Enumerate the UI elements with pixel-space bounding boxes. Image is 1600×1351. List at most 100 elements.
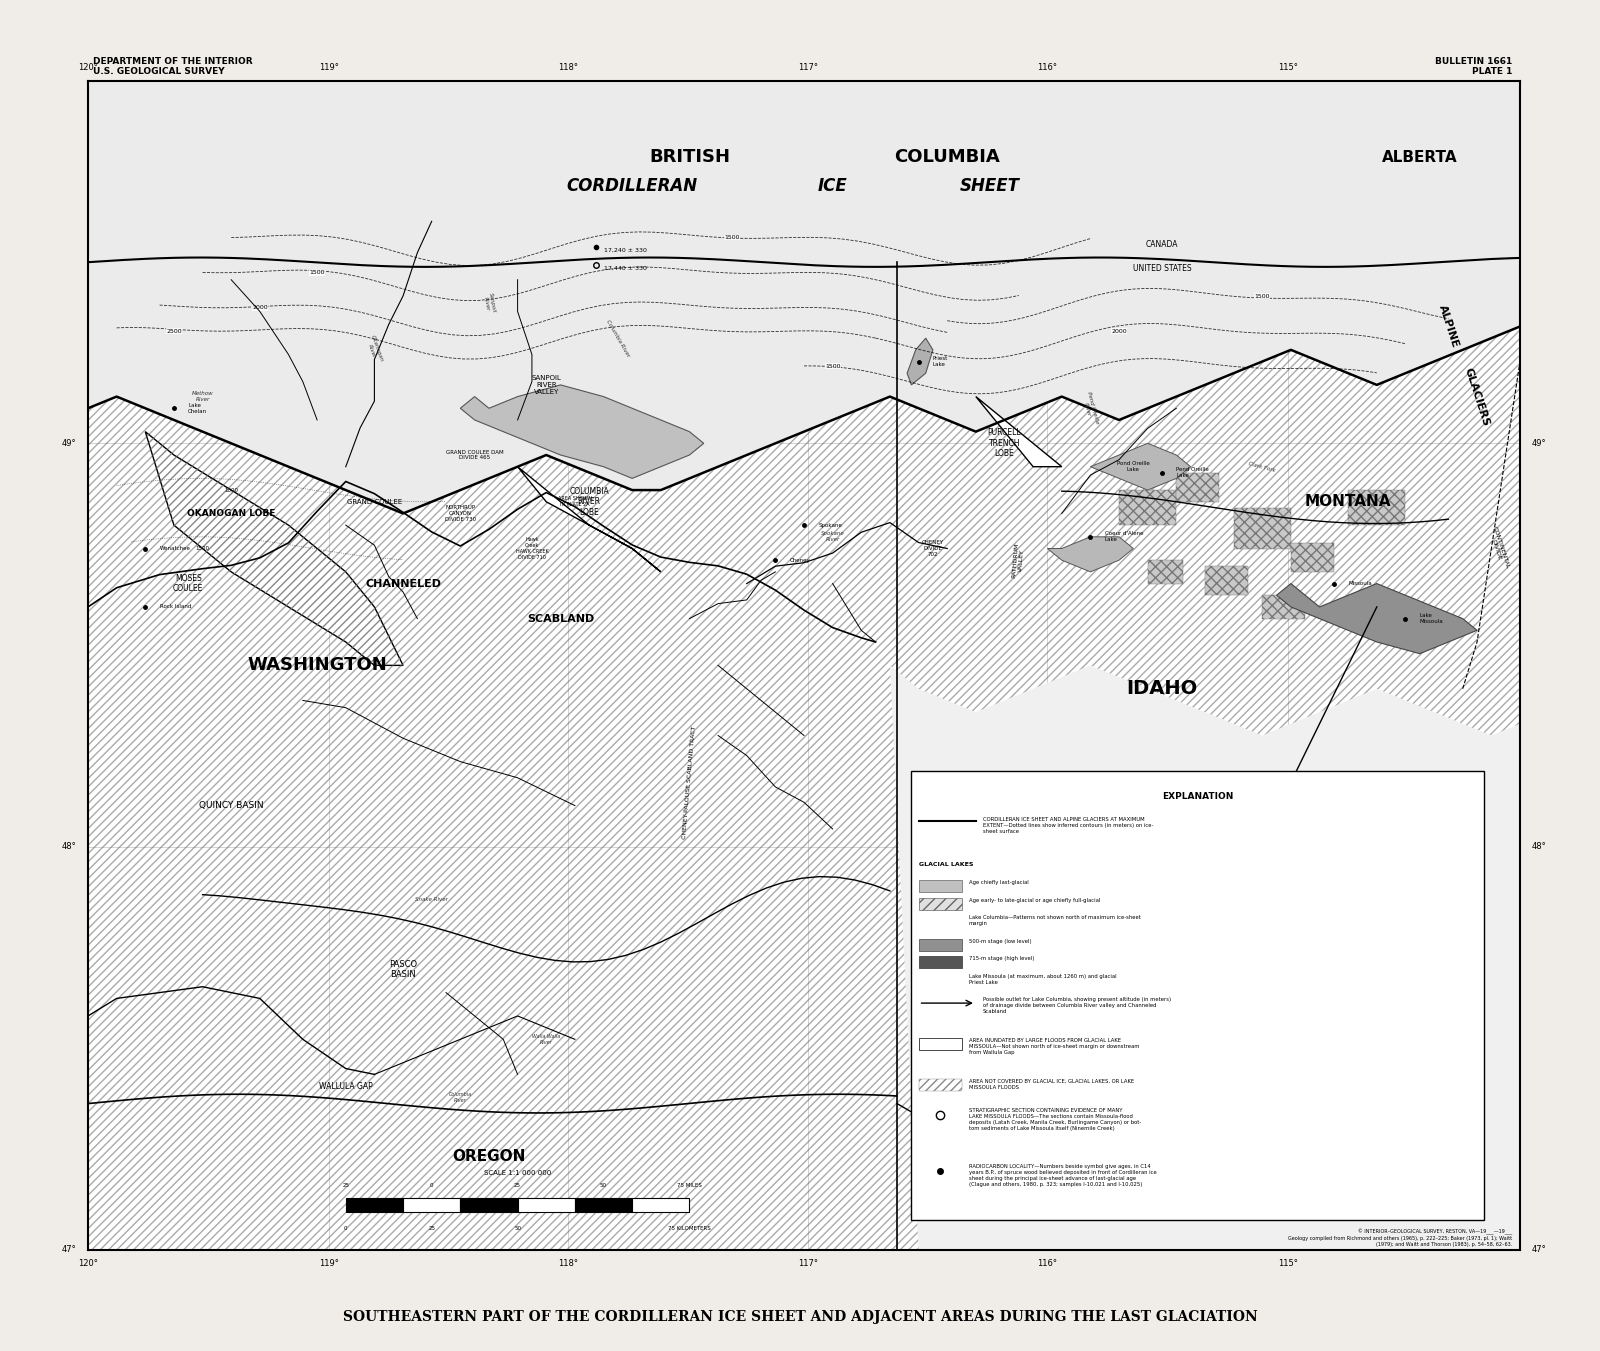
Text: 2000: 2000 bbox=[253, 305, 267, 311]
Text: 1500: 1500 bbox=[1254, 293, 1270, 299]
Text: CORDILLERAN: CORDILLERAN bbox=[566, 177, 698, 196]
Text: ALPINE: ALPINE bbox=[1437, 304, 1461, 350]
Polygon shape bbox=[1262, 596, 1306, 619]
Polygon shape bbox=[1118, 490, 1176, 526]
Text: 1500: 1500 bbox=[826, 363, 840, 369]
Text: 117°: 117° bbox=[798, 62, 818, 72]
Text: RATHDRUM
VALLEY: RATHDRUM VALLEY bbox=[1011, 542, 1026, 578]
Bar bbox=[918, 898, 962, 909]
Text: 49°: 49° bbox=[62, 439, 77, 447]
Polygon shape bbox=[890, 666, 1520, 1250]
Bar bbox=[918, 1079, 962, 1090]
Text: 17,440 ± 330: 17,440 ± 330 bbox=[603, 266, 646, 270]
Text: AREA INUNDATED BY LARGE FLOODS FROM GLACIAL LAKE
MISSOULA—Not shown north of ice: AREA INUNDATED BY LARGE FLOODS FROM GLAC… bbox=[968, 1038, 1139, 1055]
Text: 119°: 119° bbox=[318, 62, 339, 72]
Text: Pend Oreille
Lake: Pend Oreille Lake bbox=[1176, 467, 1210, 478]
Text: 2500: 2500 bbox=[166, 328, 182, 334]
Text: 715-m stage (high level): 715-m stage (high level) bbox=[968, 957, 1034, 962]
Text: Columbia
River: Columbia River bbox=[448, 1093, 472, 1104]
Text: GLACIAL LAKES: GLACIAL LAKES bbox=[918, 862, 973, 867]
Polygon shape bbox=[1147, 561, 1184, 584]
Text: 0: 0 bbox=[430, 1182, 434, 1188]
Text: DEPARTMENT OF THE INTERIOR
U.S. GEOLOGICAL SURVEY: DEPARTMENT OF THE INTERIOR U.S. GEOLOGIC… bbox=[93, 57, 253, 76]
Text: Priest
Lake: Priest Lake bbox=[933, 357, 949, 367]
Text: Missoula: Missoula bbox=[1349, 581, 1371, 586]
Text: OKANOGAN LOBE: OKANOGAN LOBE bbox=[187, 509, 275, 517]
Text: 119°: 119° bbox=[318, 1259, 339, 1269]
Text: Spokane: Spokane bbox=[818, 523, 842, 528]
Text: GLACIERS: GLACIERS bbox=[1462, 366, 1491, 427]
Bar bbox=[461, 1198, 517, 1212]
Polygon shape bbox=[1176, 473, 1219, 501]
Text: AREA NOT COVERED BY GLACIAL ICE, GLACIAL LAKES, OR LAKE
MISSOULA FLOODS: AREA NOT COVERED BY GLACIAL ICE, GLACIAL… bbox=[968, 1079, 1134, 1090]
Text: 47°: 47° bbox=[1531, 1246, 1546, 1254]
Polygon shape bbox=[88, 139, 1520, 1250]
Text: 500-m stage (low level): 500-m stage (low level) bbox=[968, 939, 1032, 944]
Polygon shape bbox=[907, 338, 933, 385]
Text: SANPOIL
RIVER
VALLEY: SANPOIL RIVER VALLEY bbox=[531, 374, 562, 394]
Polygon shape bbox=[976, 397, 1062, 466]
Text: CANADA: CANADA bbox=[1146, 240, 1178, 249]
Text: CORDILLERAN ICE SHEET AND ALPINE GLACIERS AT MAXIMUM
EXTENT—Dotted lines show in: CORDILLERAN ICE SHEET AND ALPINE GLACIER… bbox=[982, 817, 1154, 834]
Text: Clark Fork: Clark Fork bbox=[1248, 461, 1277, 473]
Text: COLUMBIA: COLUMBIA bbox=[894, 149, 1000, 166]
Text: Wenatchee: Wenatchee bbox=[160, 546, 190, 551]
Bar bbox=[632, 1198, 690, 1212]
Bar bbox=[912, 770, 1485, 1220]
Polygon shape bbox=[1091, 443, 1190, 490]
Text: Age chiefly last-glacial: Age chiefly last-glacial bbox=[968, 881, 1029, 885]
Text: 50: 50 bbox=[514, 1227, 522, 1231]
Text: SCALE 1:1 000 000: SCALE 1:1 000 000 bbox=[483, 1170, 552, 1177]
Polygon shape bbox=[517, 466, 661, 571]
Text: Rock Island: Rock Island bbox=[160, 604, 190, 609]
Text: CHENEY-PALOUSE SCABLAND TRACT: CHENEY-PALOUSE SCABLAND TRACT bbox=[682, 725, 698, 839]
Text: BRITISH: BRITISH bbox=[650, 149, 730, 166]
Text: Lake Missoula (at maximum, about 1260 m) and glacial
Priest Lake: Lake Missoula (at maximum, about 1260 m)… bbox=[968, 974, 1117, 985]
Text: WALLULA GAP: WALLULA GAP bbox=[318, 1082, 373, 1090]
Text: CHANNELED: CHANNELED bbox=[365, 578, 442, 589]
Text: Pond Oreille
Lake: Pond Oreille Lake bbox=[1117, 461, 1150, 471]
Polygon shape bbox=[1291, 543, 1334, 571]
Polygon shape bbox=[1048, 536, 1133, 571]
Text: 1500: 1500 bbox=[725, 235, 741, 240]
Polygon shape bbox=[88, 81, 1520, 513]
Text: QUINCY BASIN: QUINCY BASIN bbox=[198, 801, 264, 811]
Text: 115°: 115° bbox=[1278, 62, 1298, 72]
Text: NORTHRUP
CANYON
DIVIDE 730: NORTHRUP CANYON DIVIDE 730 bbox=[445, 505, 475, 521]
Text: 49°: 49° bbox=[1531, 439, 1546, 447]
Bar bbox=[918, 957, 962, 969]
Text: Coeur d'Alene
Lake: Coeur d'Alene Lake bbox=[1104, 531, 1144, 542]
Text: ICE: ICE bbox=[818, 177, 848, 196]
Bar bbox=[918, 939, 962, 951]
Bar bbox=[574, 1198, 632, 1212]
Text: 1500: 1500 bbox=[195, 546, 210, 551]
Polygon shape bbox=[1234, 508, 1291, 549]
Text: Methow
River: Methow River bbox=[192, 392, 213, 403]
Text: Possible outlet for Lake Columbia, showing present altitude (in meters)
of drain: Possible outlet for Lake Columbia, showi… bbox=[982, 997, 1171, 1013]
Text: 17,240 ± 330: 17,240 ± 330 bbox=[603, 249, 646, 253]
Text: 115°: 115° bbox=[1278, 1259, 1298, 1269]
Bar bbox=[346, 1198, 403, 1212]
Polygon shape bbox=[1349, 490, 1405, 526]
Text: Lake
Missoula: Lake Missoula bbox=[1419, 613, 1443, 624]
Text: UNITED STATES: UNITED STATES bbox=[1133, 263, 1192, 273]
Text: SHEET: SHEET bbox=[960, 177, 1021, 196]
Text: WASHINGTON: WASHINGTON bbox=[248, 657, 387, 674]
Text: Age early- to late-glacial or age chiefly full-glacial: Age early- to late-glacial or age chiefl… bbox=[968, 898, 1101, 902]
Text: 117°: 117° bbox=[798, 1259, 818, 1269]
Text: SOUTHEASTERN PART OF THE CORDILLERAN ICE SHEET AND ADJACENT AREAS DURING THE LAS: SOUTHEASTERN PART OF THE CORDILLERAN ICE… bbox=[342, 1310, 1258, 1324]
Text: GRAND COULEE DAM
DIVIDE 465: GRAND COULEE DAM DIVIDE 465 bbox=[446, 450, 504, 461]
Text: 25: 25 bbox=[514, 1182, 522, 1188]
Text: 1000: 1000 bbox=[224, 488, 238, 493]
Text: CHENEY
DIVIDE
702: CHENEY DIVIDE 702 bbox=[922, 540, 944, 557]
Bar bbox=[918, 881, 962, 892]
Text: MONTANA: MONTANA bbox=[1306, 494, 1392, 509]
Polygon shape bbox=[1277, 584, 1477, 654]
Text: 2000: 2000 bbox=[1112, 328, 1126, 334]
Polygon shape bbox=[1205, 566, 1248, 596]
Text: Okanagan
River: Okanagan River bbox=[365, 335, 384, 365]
Text: Columbia River: Columbia River bbox=[605, 319, 630, 358]
Text: © INTERIOR–GEOLOGICAL SURVEY, RESTON, VA—19___—19___
Geology compiled from Richm: © INTERIOR–GEOLOGICAL SURVEY, RESTON, VA… bbox=[1288, 1229, 1512, 1247]
Text: 116°: 116° bbox=[1037, 1259, 1058, 1269]
Text: IDAHO: IDAHO bbox=[1126, 680, 1198, 698]
